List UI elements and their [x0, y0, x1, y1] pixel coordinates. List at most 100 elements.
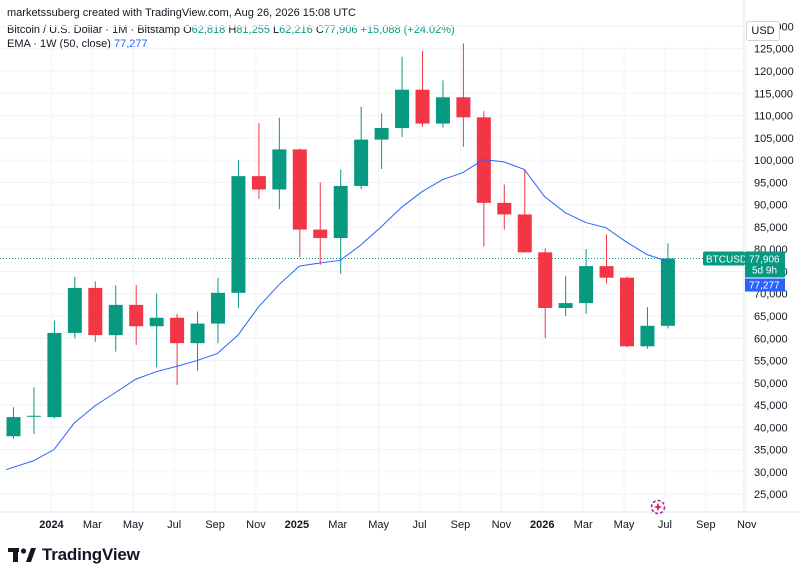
symbol-tag [703, 251, 745, 266]
candle-body [292, 149, 307, 230]
time-axis[interactable]: 2024 Mar May Jul Sep Nov 2025 Mar May Jul Sep Nov 20… [39, 519, 757, 531]
time-tick-label: Mar [574, 519, 593, 531]
price-tick-label: 45,000 [754, 400, 788, 412]
candle-body [395, 89, 410, 129]
time-tick-label: Nov [492, 519, 512, 531]
price-tick-label: 105,000 [754, 133, 794, 145]
time-tick-label: Sep [205, 519, 225, 531]
time-tick-label: Jul [658, 519, 672, 531]
open-label: O [183, 24, 192, 36]
candles [6, 43, 675, 439]
ema-label: EMA · 1W (50, close) [7, 38, 111, 50]
price-tick-label: 120,000 [754, 66, 794, 78]
high-label: H [228, 24, 237, 36]
candle-body [47, 332, 62, 418]
price-tags: BTCUSD 77,906 5d 9h 77,277 [703, 251, 785, 292]
price-tick-label: 70,000 [754, 289, 788, 301]
chart-credit: marketssuberg created with TradingView.c… [7, 7, 356, 19]
candle-body [26, 415, 41, 417]
ema-tag [745, 278, 785, 292]
candle-body [272, 149, 287, 190]
candle-body [149, 317, 164, 327]
ema-legend[interactable]: EMA · 1W (50, close) 77,277 [7, 38, 148, 50]
candle-body [6, 417, 21, 437]
change-value: +15,088 (+24.02%) [360, 24, 455, 36]
time-tick-label: 2024 [39, 519, 64, 531]
symbol-tag-label: BTCUSD [706, 255, 747, 266]
ema-tag-value: 77,277 [749, 281, 780, 292]
replay-icon[interactable] [648, 497, 668, 517]
price-tick-label: 65,000 [754, 311, 788, 323]
price-tick-label: 35,000 [754, 445, 788, 457]
price-tick-label: 60,000 [754, 333, 788, 345]
candle-body [251, 176, 266, 190]
price-tick-label: 50,000 [754, 378, 788, 390]
candle-body [558, 303, 573, 308]
open-value: 62,818 [191, 24, 226, 36]
ema-line [5, 159, 668, 471]
time-tick-label: May [368, 519, 389, 531]
symbol-info-row: Bitcoin / U.S. Dollar · 1M · Bitstamp O6… [7, 24, 455, 36]
candle-body [108, 304, 123, 336]
price-axis[interactable]: 25,000 30,000 35,000 40,000 45,000 50,000 55,0… [0, 0, 800, 513]
price-tick-label: 115,000 [754, 88, 793, 100]
price-tick-label: 25,000 [754, 489, 788, 501]
high-value: 81,255 [236, 24, 270, 36]
candle-body [333, 185, 348, 239]
price-tick-label: 85,000 [754, 222, 788, 234]
price-tick-label: 125,000 [754, 44, 794, 56]
candle-body [517, 214, 532, 253]
candle-body [415, 89, 430, 124]
ema-value: 77,277 [113, 38, 148, 50]
candle-body [67, 287, 82, 333]
low-label: L [273, 24, 280, 36]
candle-body [456, 97, 471, 118]
tradingview-logo[interactable]: TradingView [8, 545, 140, 565]
candle-body [538, 252, 553, 308]
candle-body [211, 292, 225, 324]
tradingview-logo-icon [8, 548, 36, 562]
candle-body [374, 128, 389, 140]
candle-body [170, 317, 185, 344]
candle-body [88, 287, 103, 336]
symbol-title[interactable]: Bitcoin / U.S. Dollar · 1M · Bitstamp [7, 24, 180, 36]
time-tick-label: Jul [167, 519, 181, 531]
price-tick-label: 30,000 [754, 467, 788, 479]
price-tick-label: 55,000 [754, 356, 788, 368]
candle-body [129, 304, 144, 327]
candle-body [599, 266, 614, 278]
time-tick-label: Nov [737, 519, 757, 531]
currency-selector[interactable]: USD [746, 21, 780, 41]
price-tick-label: 95,000 [754, 177, 788, 189]
price-tick-label: 40,000 [754, 422, 788, 434]
candle-body [660, 258, 675, 326]
time-tick-label: Nov [246, 519, 266, 531]
candle-body [620, 277, 634, 347]
candle-body [435, 97, 450, 124]
time-tick-label: 2026 [530, 519, 554, 531]
candle-body [190, 323, 205, 344]
countdown-tag: 5d 9h [752, 266, 777, 277]
candle-body [579, 266, 594, 304]
candle-body [231, 176, 246, 293]
tradingview-brand: TradingView [42, 545, 140, 564]
price-tick-label: 100,000 [754, 155, 794, 167]
time-tick-label: Jul [413, 519, 427, 531]
candle-body [497, 202, 512, 215]
price-tick-label: 110,000 [754, 111, 793, 123]
price-tag-value: 77,906 [749, 255, 780, 266]
candle-body [354, 139, 369, 186]
price-tag [745, 251, 785, 278]
time-tick-label: May [123, 519, 144, 531]
time-tick-label: Mar [83, 519, 102, 531]
candle-body [313, 229, 328, 239]
time-tick-label: Mar [328, 519, 347, 531]
close-label: C [315, 24, 324, 36]
time-tick-label: May [614, 519, 635, 531]
low-value: 62,216 [279, 24, 313, 36]
time-tick-label: Sep [451, 519, 471, 531]
time-tick-label: Sep [696, 519, 716, 531]
close-value: 77,906 [323, 24, 358, 36]
time-tick-label: 2025 [285, 519, 309, 531]
